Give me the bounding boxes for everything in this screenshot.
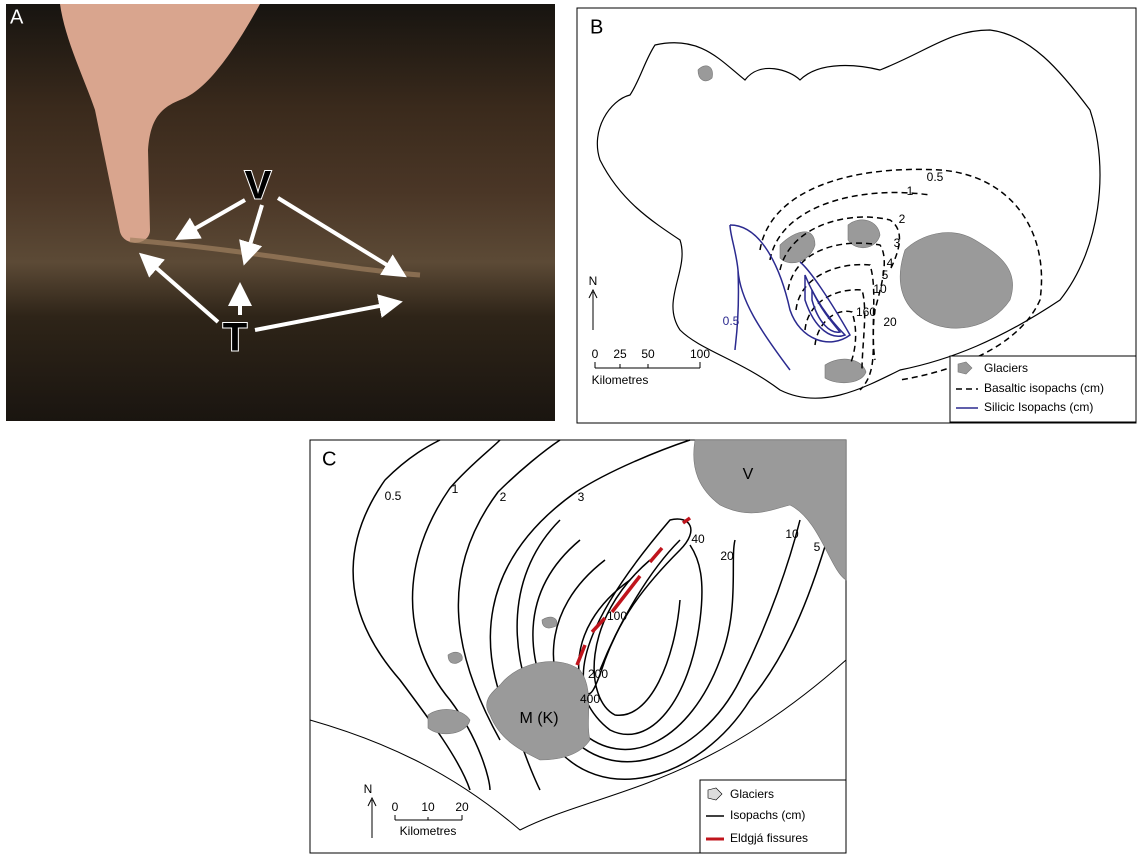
isopach-label: 5 bbox=[814, 540, 821, 554]
scale-bar bbox=[594, 362, 701, 369]
isopach-label: 160 bbox=[856, 305, 876, 319]
north-label: N bbox=[589, 274, 598, 288]
isopach-label: 0.5 bbox=[385, 489, 402, 503]
legend bbox=[949, 355, 1137, 423]
isopach-label: 4 bbox=[887, 256, 894, 270]
glaciers bbox=[427, 439, 847, 761]
scale-tick: 0 bbox=[392, 800, 399, 814]
north-arrow bbox=[588, 288, 598, 330]
isopach-label: 3 bbox=[578, 490, 585, 504]
arrows bbox=[138, 196, 407, 332]
scale-tick: 25 bbox=[613, 347, 627, 361]
legend-entry: Glaciers bbox=[730, 787, 774, 801]
scale-bar bbox=[394, 815, 463, 821]
isopach-label: 10 bbox=[785, 527, 799, 541]
scale-tick: 50 bbox=[641, 347, 655, 361]
annotation: V bbox=[245, 164, 272, 208]
isopach-label: 20 bbox=[883, 315, 897, 329]
north-arrow bbox=[367, 796, 377, 838]
isopach-label: 0.5 bbox=[723, 314, 740, 328]
panel-label: A bbox=[10, 6, 24, 28]
panel-label: B bbox=[590, 16, 603, 38]
isopach-label: 100 bbox=[607, 609, 627, 623]
glaciers bbox=[697, 65, 1013, 384]
silicic-isopachs bbox=[729, 224, 851, 371]
panel-label: C bbox=[322, 448, 336, 470]
scale-tick: 20 bbox=[455, 800, 469, 814]
scale-unit: Kilometres bbox=[400, 824, 457, 838]
legend-entry: Eldgjá fissures bbox=[730, 831, 808, 845]
isopach-label: 1 bbox=[452, 482, 459, 496]
glacier-label: M (K) bbox=[519, 710, 558, 727]
panel-b bbox=[576, 7, 1137, 424]
hand bbox=[60, 4, 260, 243]
isopach-label: 2 bbox=[500, 490, 507, 504]
isopach-label: 20 bbox=[720, 549, 734, 563]
scale-tick: 10 bbox=[421, 800, 435, 814]
isopach-label: 5 bbox=[882, 268, 889, 282]
isopach-label: 0.5 bbox=[927, 170, 944, 184]
isopach-label: 2 bbox=[899, 212, 906, 226]
panel-c bbox=[309, 439, 847, 854]
legend-entry: Isopachs (cm) bbox=[730, 808, 805, 822]
isopachs bbox=[309, 439, 847, 831]
isopach-label: 10 bbox=[873, 282, 887, 296]
isopach-label: 1 bbox=[907, 184, 914, 198]
legend-entry: Basaltic isopachs (cm) bbox=[984, 381, 1104, 395]
panel-a bbox=[6, 4, 555, 421]
north-label: N bbox=[364, 782, 373, 796]
fissures bbox=[575, 516, 692, 666]
annotation: T bbox=[223, 316, 247, 360]
scale-tick: 0 bbox=[592, 347, 599, 361]
legend-entry: Silicic Isopachs (cm) bbox=[984, 400, 1093, 414]
legend bbox=[699, 779, 847, 854]
glacier-label: V bbox=[743, 466, 754, 483]
isopach-label: 40 bbox=[691, 532, 705, 546]
isopach-label: 400 bbox=[580, 692, 600, 706]
scale-tick: 100 bbox=[690, 347, 710, 361]
legend-entry: Glaciers bbox=[984, 361, 1028, 375]
scale-unit: Kilometres bbox=[592, 373, 649, 387]
isopach-label: 3 bbox=[894, 236, 901, 250]
isopach-label: 200 bbox=[588, 667, 608, 681]
